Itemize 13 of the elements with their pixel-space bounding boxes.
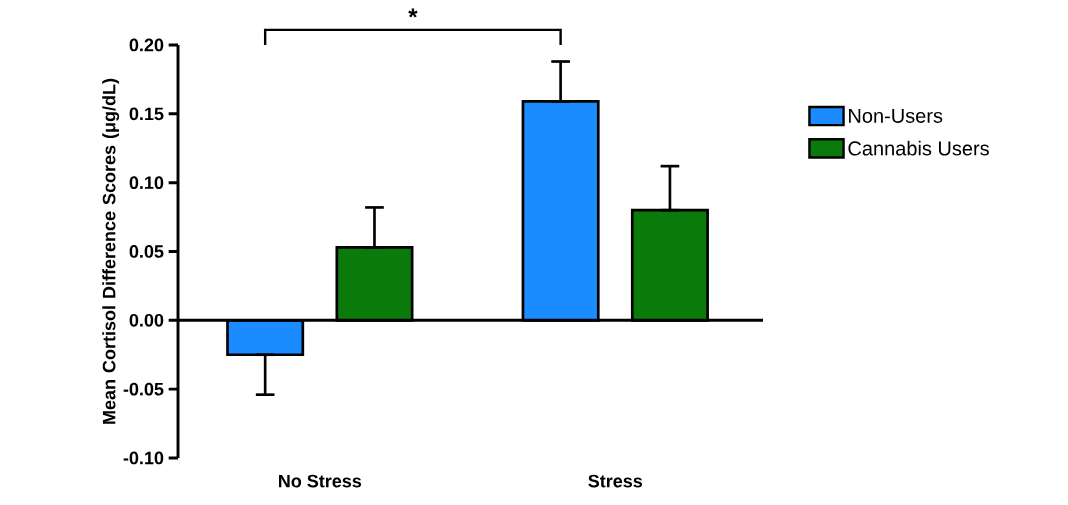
- text: *: [408, 8, 418, 18]
- legend-label: Cannabis Users: [848, 140, 989, 156]
- y-tick-label: 0.15: [129, 107, 164, 121]
- y-tick-label: -0.05: [123, 382, 164, 396]
- y-tick-label: 0.20: [129, 38, 164, 52]
- x-tick-label: Stress: [588, 474, 643, 488]
- x-tick-label: No Stress: [279, 474, 362, 488]
- legend-label: Non-Users: [849, 108, 943, 123]
- y-tick-label: -0.10: [123, 451, 164, 465]
- y-axis-title: Mean Cortisol Difference Scores (μg/dL): [102, 78, 120, 424]
- y-tick-label: 0.10: [129, 176, 164, 190]
- y-tick-label: 0.05: [129, 245, 164, 258]
- y-tick-label: 0.00: [129, 313, 164, 327]
